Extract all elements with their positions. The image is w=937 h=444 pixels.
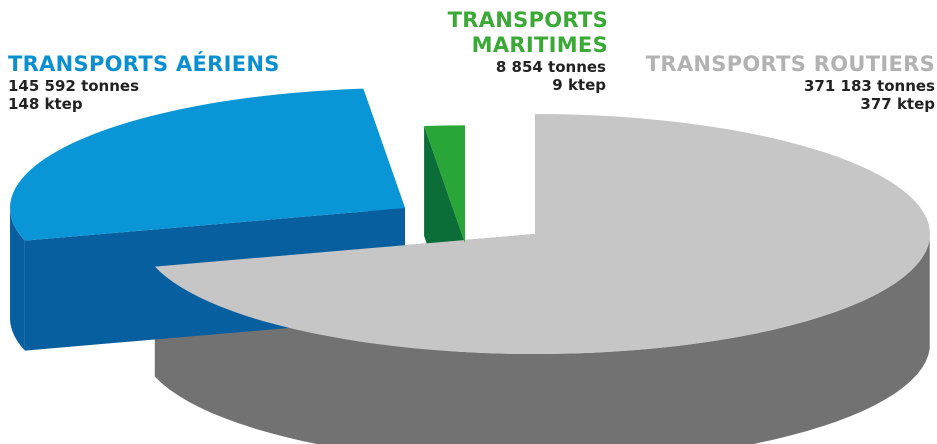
slice-air-top <box>9 88 405 241</box>
sea-transport-ktep: 9 ktep <box>552 76 606 95</box>
road-transport-ktep: 377 ktep <box>860 95 935 114</box>
air-transport-tonnes: 145 592 tonnes <box>8 77 140 96</box>
slice-air-side <box>10 209 25 351</box>
label-sea-transport: TRANSPORTS MARITIMES 8 854 tonnes 9 ktep <box>308 8 608 94</box>
slice-sea-top <box>424 125 465 243</box>
sea-transport-tonnes: 8 854 tonnes <box>495 58 606 77</box>
air-transport-name: TRANSPORTS AÉRIENS <box>8 52 280 76</box>
slice-road-top <box>154 114 931 354</box>
road-transport-tonnes: 371 183 tonnes <box>803 77 935 96</box>
road-transport-name: TRANSPORTS ROUTIERS <box>645 52 935 76</box>
air-transport-ktep: 148 ktep <box>8 95 83 114</box>
slice-road-side <box>154 238 930 444</box>
pie-tops <box>9 88 931 354</box>
label-road-transport: TRANSPORTS ROUTIERS 371 183 tonnes 377 k… <box>646 52 935 113</box>
label-air-transport: TRANSPORTS AÉRIENS 145 592 tonnes 148 kt… <box>8 52 280 113</box>
sea-transport-name: TRANSPORTS MARITIMES <box>447 8 608 58</box>
